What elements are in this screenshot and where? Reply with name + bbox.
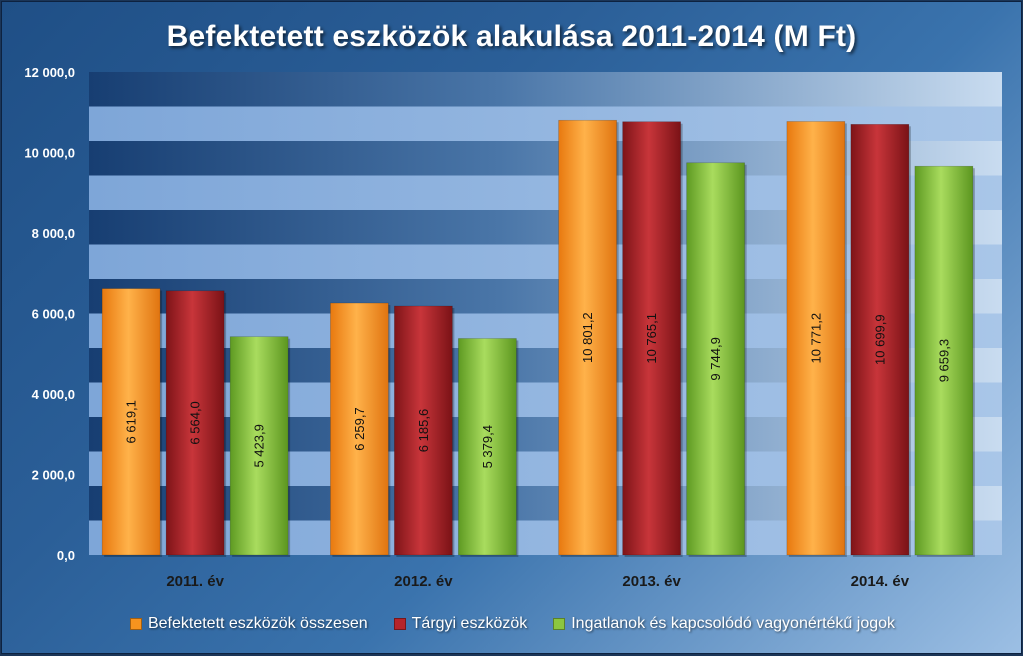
- legend-label: Befektetett eszközök összesen: [147, 615, 368, 632]
- legend-label: Ingatlanok és kapcsolódó vagyonértékű jo…: [571, 615, 896, 632]
- x-axis: 2011. év 2012. év 2013. év 2014. év: [166, 573, 909, 590]
- bar: [786, 121, 846, 556]
- bar: [914, 165, 974, 556]
- bar: [622, 121, 681, 556]
- bar: [165, 290, 225, 556]
- bar-value-label: 6 619,1: [124, 400, 139, 443]
- legend-item: Befektetett eszközök összesen: [129, 615, 368, 633]
- bar: [101, 288, 161, 556]
- legend-item: Ingatlanok és kapcsolódó vagyonértékű jo…: [553, 615, 895, 633]
- bar: [686, 162, 745, 556]
- bar: [458, 338, 517, 556]
- y-tick-label: 12 000,0: [24, 65, 75, 80]
- x-tick-label: 2012. év: [394, 573, 453, 590]
- bar-value-label: 10 765,1: [644, 313, 659, 364]
- plot-band: [89, 141, 1002, 176]
- bar-value-label: 10 771,2: [808, 313, 823, 364]
- bar-value-label: 5 379,4: [480, 425, 495, 468]
- bar-value-label: 6 185,6: [416, 409, 431, 452]
- legend-swatch: [393, 618, 406, 630]
- y-tick-label: 6 000,0: [32, 307, 75, 322]
- bar: [558, 119, 617, 556]
- y-tick-label: 8 000,0: [32, 226, 75, 241]
- plot-band: [89, 175, 1002, 210]
- bar-value-label: 10 801,2: [580, 312, 595, 363]
- legend-label: Tárgyi eszközök: [411, 615, 528, 632]
- plot-background: [89, 72, 1002, 555]
- bar-value-label: 9 744,9: [708, 337, 723, 380]
- legend: Befektetett eszközök összesen Tárgyi eszk…: [2, 612, 1023, 636]
- legend-item: Tárgyi eszközök: [393, 615, 528, 633]
- bar: [394, 305, 453, 556]
- bar-value-label: 5 423,9: [252, 424, 267, 467]
- plot-band: [89, 244, 1002, 279]
- plot-band: [89, 72, 1002, 107]
- plot-band: [89, 279, 1002, 314]
- chart-title: Befektetett eszközök alakulása 2011-2014…: [166, 20, 857, 53]
- x-tick-label: 2014. év: [851, 573, 910, 590]
- y-axis: 0,0 2 000,0 4 000,0 6 000,0 8 000,0 10 000,0 1…: [24, 65, 75, 563]
- bar-value-label: 9 659,3: [936, 339, 951, 382]
- legend-swatch: [553, 618, 566, 630]
- plot-band: [89, 210, 1002, 245]
- bar: [850, 124, 910, 556]
- bar-value-label: 10 699,9: [872, 314, 887, 365]
- bar: [229, 336, 289, 556]
- y-tick-label: 2 000,0: [32, 468, 75, 483]
- bar: [330, 302, 389, 556]
- bar-value-label: 6 564,0: [188, 401, 203, 444]
- y-tick-label: 4 000,0: [32, 387, 75, 402]
- x-tick-label: 2011. év: [166, 573, 224, 590]
- legend-swatch: [129, 618, 142, 630]
- y-tick-label: 10 000,0: [24, 146, 75, 161]
- y-tick-label: 0,0: [57, 548, 75, 563]
- x-tick-label: 2013. év: [622, 573, 681, 590]
- bars: 6 619,1 6 564,0 5 423,9 6 259,7 6 185,6 5 379…: [101, 119, 975, 558]
- plot-band: [89, 106, 1002, 141]
- bar-value-label: 6 259,7: [352, 407, 367, 450]
